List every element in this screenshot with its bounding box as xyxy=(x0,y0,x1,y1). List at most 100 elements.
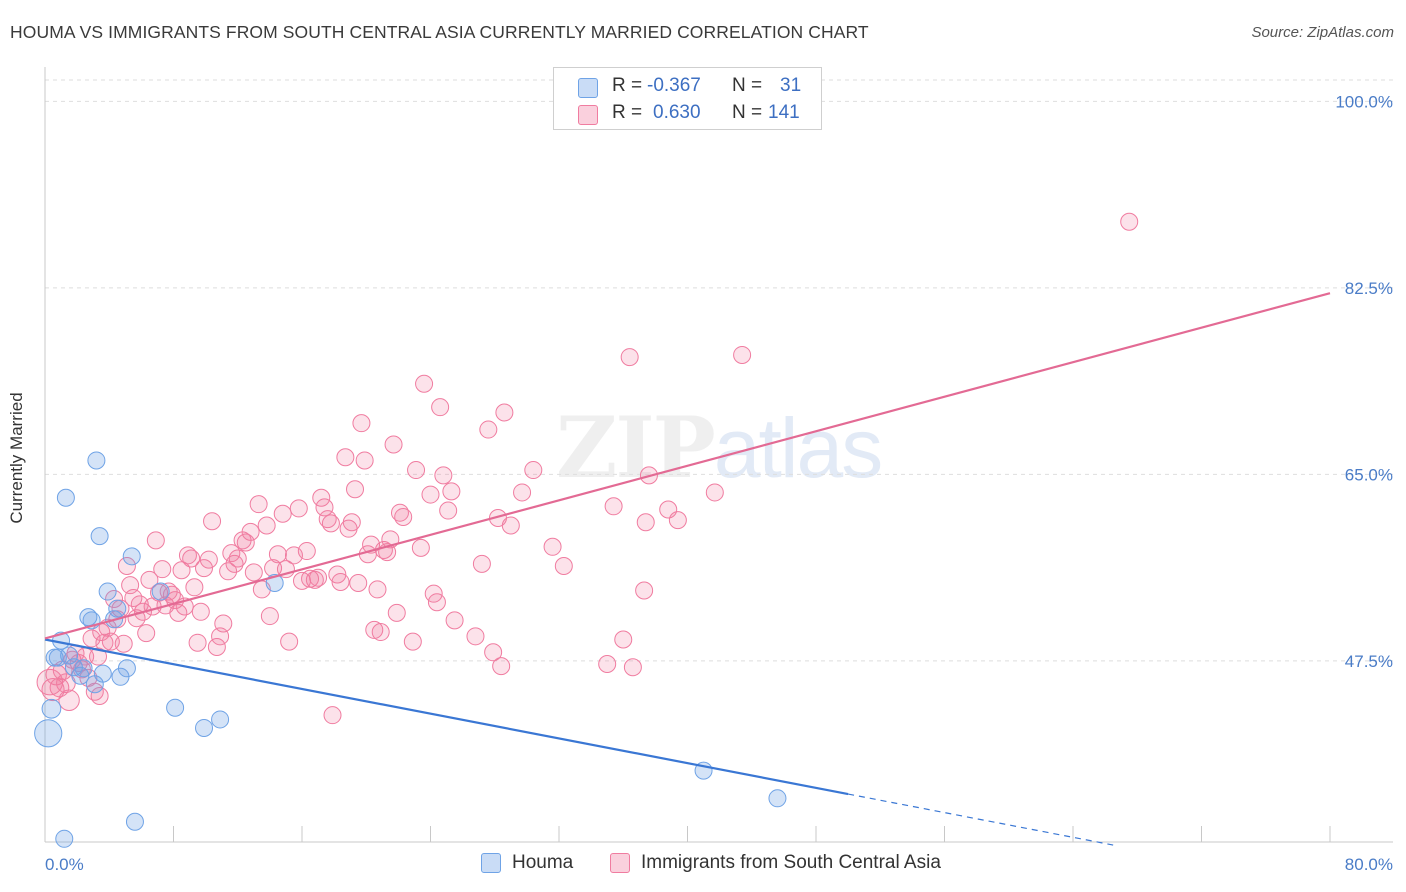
source-label: Source: ZipAtlas.com xyxy=(1251,24,1394,41)
immigrants-point xyxy=(249,495,268,514)
houma-point xyxy=(98,582,117,601)
immigrants-point xyxy=(241,522,260,541)
immigrants-point xyxy=(214,614,233,633)
y-tick-label: 100.0% xyxy=(1335,92,1393,111)
immigrants-point xyxy=(394,507,413,526)
immigrants-point xyxy=(280,632,299,651)
immigrants-point xyxy=(312,488,331,507)
immigrants-point xyxy=(492,657,511,676)
immigrants-point xyxy=(305,570,324,589)
immigrants-point xyxy=(407,461,426,480)
immigrants-point xyxy=(153,560,172,579)
immigrants-point xyxy=(349,574,368,593)
immigrants-point xyxy=(371,623,390,642)
y-tick-label: 47.5% xyxy=(1345,652,1393,671)
bottom-legend-houma: Houma xyxy=(512,852,574,873)
immigrants-point xyxy=(387,603,406,622)
legend-n-label: N = xyxy=(732,102,763,123)
houma-point xyxy=(166,698,185,717)
immigrants-point xyxy=(257,516,276,535)
immigrants-point xyxy=(513,483,532,502)
immigrants-point xyxy=(411,538,430,557)
houma-point xyxy=(48,648,67,667)
immigrants-point xyxy=(415,374,434,393)
immigrants-point xyxy=(169,603,188,622)
immigrants-point xyxy=(188,633,207,652)
immigrants-point xyxy=(178,546,197,565)
immigrants-point xyxy=(191,602,210,621)
y-tick-label: 65.0% xyxy=(1345,465,1393,484)
legend-r-value: 0.630 xyxy=(653,102,701,123)
immigrants-point xyxy=(365,620,384,639)
legend-n-label: N = xyxy=(732,75,763,96)
x-tick-label-max: 80.0% xyxy=(1345,855,1393,874)
immigrants-point xyxy=(185,578,204,597)
correlation-legend: R = -0.367 N = 31 R = 0.630 N = 141 xyxy=(553,67,822,130)
immigrants-point xyxy=(368,580,387,599)
immigrants-point xyxy=(58,689,80,711)
houma-point xyxy=(125,812,144,831)
chart-title: HOUMA VS IMMIGRANTS FROM SOUTH CENTRAL A… xyxy=(10,22,869,42)
immigrants-point xyxy=(321,514,340,533)
immigrants-point xyxy=(244,563,263,582)
immigrants-point xyxy=(524,461,543,480)
immigrants-point xyxy=(431,398,450,417)
immigrants-point xyxy=(236,533,255,552)
houma-point xyxy=(90,527,109,546)
immigrants-point xyxy=(146,531,165,550)
immigrants-point xyxy=(315,498,334,517)
immigrants-point xyxy=(384,435,403,454)
legend-swatch-houma xyxy=(578,78,598,98)
immigrants-point xyxy=(472,554,491,573)
houma-point xyxy=(151,582,170,601)
houma-point xyxy=(87,451,106,470)
immigrants-point xyxy=(421,485,440,504)
immigrants-point xyxy=(41,678,65,702)
immigrants-point xyxy=(273,504,292,523)
immigrants-point xyxy=(403,632,422,651)
immigrants-point xyxy=(117,556,136,575)
legend-n-value: 31 xyxy=(780,75,802,96)
immigrants-point xyxy=(203,512,222,531)
houma-point xyxy=(74,659,93,678)
immigrants-point xyxy=(554,556,573,575)
immigrants-point xyxy=(342,513,361,532)
houma-point xyxy=(117,659,136,678)
immigrants-point xyxy=(140,570,159,589)
legend-row-houma: R = -0.367 N = 31 xyxy=(554,75,821,101)
immigrants-point xyxy=(439,501,458,520)
immigrants-point xyxy=(479,420,498,439)
immigrants-point xyxy=(195,559,214,578)
immigrants-point xyxy=(445,611,464,630)
immigrants-point xyxy=(705,483,724,502)
bottom-legend-swatch-immigrants xyxy=(610,853,630,873)
houma-trend-extension xyxy=(848,793,1114,846)
immigrants-point xyxy=(56,673,76,694)
immigrants-point xyxy=(427,593,446,612)
immigrants-point xyxy=(137,624,156,643)
immigrants-point xyxy=(668,511,687,530)
immigrants-point xyxy=(114,634,133,653)
immigrants-point xyxy=(260,607,279,626)
immigrants-point xyxy=(289,499,308,518)
immigrants-point xyxy=(501,516,520,535)
houma-point xyxy=(195,718,214,737)
immigrants-point xyxy=(1120,212,1139,231)
immigrants-point xyxy=(346,480,365,499)
immigrants-point xyxy=(434,466,453,485)
immigrants-point xyxy=(172,561,191,580)
houma-point xyxy=(60,646,79,665)
immigrants-point xyxy=(466,627,485,646)
immigrants-point xyxy=(604,497,623,516)
immigrants-point xyxy=(614,630,633,649)
immigrants-point xyxy=(620,348,639,367)
immigrants-point xyxy=(733,345,752,364)
immigrants-point xyxy=(228,549,247,568)
houma-trend-line xyxy=(44,638,849,796)
houma-point xyxy=(93,664,112,683)
immigrants-point xyxy=(182,549,201,568)
immigrants-point xyxy=(352,414,371,433)
immigrants-point xyxy=(623,658,642,677)
immigrants-point xyxy=(323,706,342,725)
immigrants-point xyxy=(495,403,514,422)
